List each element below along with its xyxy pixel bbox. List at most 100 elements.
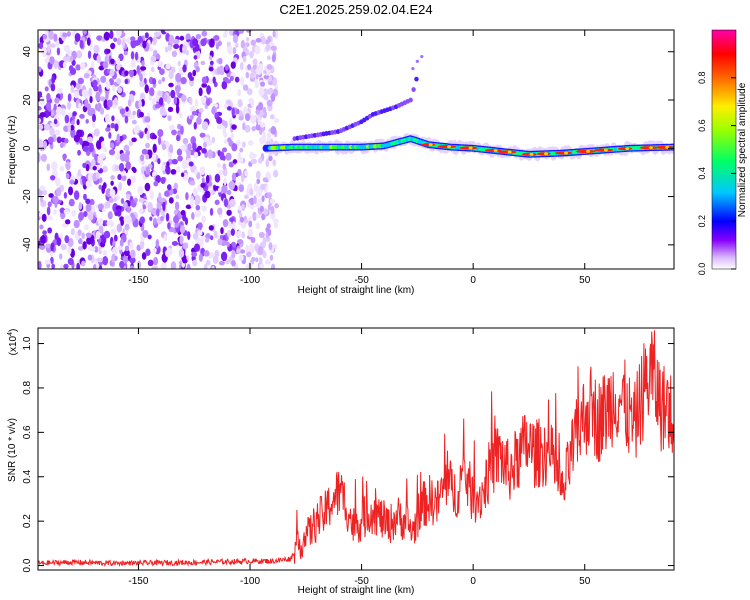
noise-speckle	[102, 255, 109, 266]
noise-speckle	[109, 30, 114, 39]
noise-speckle	[107, 211, 113, 220]
noise-speckle	[101, 234, 105, 244]
noise-speckle	[187, 143, 192, 152]
ridge-max-edge	[603, 148, 608, 152]
bottom-y-axis-label: SNR (10 * v/v)	[7, 418, 18, 482]
noise-speckle	[174, 221, 180, 229]
colorbar-tick-label: 0.8	[697, 72, 707, 85]
noise-speckle	[116, 77, 122, 85]
noise-speckle	[92, 165, 97, 171]
noise-speckle	[238, 254, 244, 261]
noise-speckle	[223, 177, 227, 186]
noise-speckle	[130, 36, 136, 42]
ridge-max-edge	[564, 151, 569, 155]
y-tick-label: -20	[22, 189, 33, 204]
noise-speckle	[268, 155, 273, 162]
noise-speckle	[53, 209, 57, 216]
ridge-max-edge	[428, 143, 433, 147]
noise-speckle	[191, 110, 198, 116]
noise-speckle	[140, 165, 145, 176]
noise-speckle	[157, 79, 162, 85]
noise-speckle	[254, 45, 261, 55]
noise-speckle	[269, 198, 276, 204]
noise-speckle	[273, 220, 279, 229]
noise-speckle	[195, 66, 200, 73]
noise-speckle	[101, 141, 105, 149]
upper-branch	[292, 54, 424, 142]
noise-speckle	[147, 234, 152, 240]
noise-speckle	[62, 61, 67, 69]
noise-speckle	[102, 182, 107, 190]
ridge-max-edge	[507, 150, 512, 154]
branch-blob	[411, 87, 416, 92]
noise-speckle	[160, 176, 166, 185]
noise-speckle	[145, 248, 151, 257]
noise-speckle	[175, 72, 182, 83]
noise-speckle	[39, 96, 45, 106]
noise-speckle	[110, 42, 116, 50]
noise-speckle	[255, 73, 259, 80]
noise-speckle	[144, 84, 149, 94]
noise-speckle	[67, 257, 74, 266]
noise-speckle	[83, 145, 89, 152]
noise-speckle	[45, 102, 52, 110]
noise-speckle	[157, 61, 164, 68]
noise-speckle	[68, 198, 75, 207]
noise-speckle	[77, 246, 84, 251]
noise-speckle	[44, 86, 49, 92]
noise-speckle	[82, 162, 87, 168]
noise-speckle	[261, 195, 265, 203]
noise-speckle	[227, 229, 232, 238]
ridge-max	[437, 145, 457, 149]
noise-speckle	[157, 128, 164, 138]
noise-speckle	[156, 208, 160, 217]
noise-speckle	[110, 175, 115, 180]
noise-speckle	[260, 81, 266, 87]
noise-speckle	[125, 150, 131, 157]
noise-speckle	[201, 30, 208, 37]
noise-speckle	[138, 197, 145, 203]
noise-speckle	[139, 131, 144, 139]
noise-speckle	[255, 37, 262, 43]
ridge-max	[522, 152, 537, 156]
noise-speckle	[84, 98, 89, 108]
noise-speckle	[262, 177, 268, 183]
noise-speckle	[272, 159, 276, 167]
noise-speckle	[240, 76, 245, 86]
noise-speckle	[62, 32, 68, 38]
noise-speckle	[229, 75, 234, 82]
noise-speckle	[237, 205, 242, 211]
noise-speckle	[217, 238, 223, 246]
noise-speckle	[216, 163, 222, 168]
noise-speckle	[85, 163, 90, 172]
noise-speckle	[115, 30, 122, 38]
noise-speckle	[94, 246, 99, 253]
noise-speckle	[54, 97, 60, 104]
noise-speckle	[236, 239, 244, 245]
noise-speckle	[161, 111, 168, 116]
noise-speckle	[266, 192, 273, 199]
noise-speckle	[219, 151, 225, 161]
noise-speckle	[166, 184, 172, 191]
x-tick-label: -50	[354, 275, 369, 286]
noise-speckle	[199, 132, 206, 138]
branch-blob	[414, 76, 419, 82]
noise-speckle	[141, 60, 145, 67]
noise-speckle	[211, 190, 216, 196]
noise-speckle	[126, 205, 131, 213]
noise-speckle	[173, 215, 180, 224]
noise-speckle	[79, 137, 83, 145]
noise-speckle	[50, 83, 56, 92]
noise-speckle	[253, 195, 257, 205]
noise-speckle	[220, 251, 228, 262]
noise-speckle	[167, 222, 171, 230]
noise-speckle	[245, 244, 249, 253]
noise-speckle	[108, 197, 114, 204]
noise-speckle	[89, 198, 95, 206]
noise-speckle	[247, 64, 252, 71]
noise-speckle	[53, 59, 59, 69]
noise-speckle	[81, 260, 86, 267]
noise-speckle	[131, 119, 137, 125]
noise-speckle	[180, 172, 185, 178]
noise-speckle	[84, 224, 89, 231]
